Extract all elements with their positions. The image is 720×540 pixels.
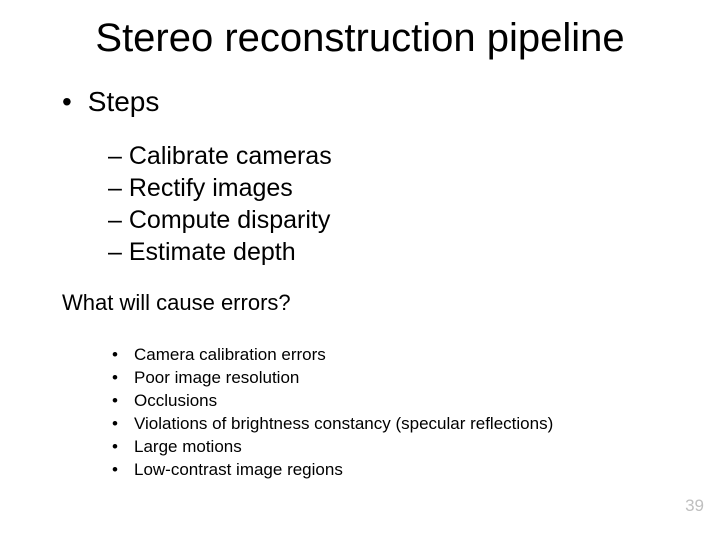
list-item: •Low-contrast image regions: [112, 459, 553, 482]
error-text: Low-contrast image regions: [134, 460, 343, 479]
error-text: Poor image resolution: [134, 368, 299, 387]
bullet-dot-icon: •: [112, 459, 134, 482]
list-item: •Violations of brightness constancy (spe…: [112, 413, 553, 436]
step-text: Calibrate cameras: [129, 142, 332, 170]
bullet-dot-icon: •: [112, 367, 134, 390]
bullet-dot-icon: •: [112, 413, 134, 436]
error-text: Violations of brightness constancy (spec…: [134, 414, 553, 433]
step-text: Compute disparity: [129, 206, 330, 234]
bullet-dot-icon: •: [112, 390, 134, 413]
steps-heading-text: Steps: [88, 86, 160, 117]
dash-icon: –: [108, 142, 129, 170]
step-text: Rectify images: [129, 174, 293, 202]
steps-heading: • Steps: [62, 86, 159, 118]
errors-list: •Camera calibration errors •Poor image r…: [112, 344, 553, 482]
list-item: •Occlusions: [112, 390, 553, 413]
step-text: Estimate depth: [129, 238, 296, 266]
list-item: •Large motions: [112, 436, 553, 459]
dash-icon: –: [108, 238, 129, 266]
errors-question: What will cause errors?: [62, 290, 291, 316]
list-item: – Calibrate cameras: [108, 140, 332, 172]
error-text: Occlusions: [134, 391, 217, 410]
error-text: Large motions: [134, 437, 242, 456]
dash-icon: –: [108, 206, 129, 234]
list-item: – Estimate depth: [108, 236, 332, 268]
bullet-dot-icon: •: [112, 436, 134, 459]
bullet-dot-icon: •: [62, 86, 80, 118]
list-item: •Camera calibration errors: [112, 344, 553, 367]
dash-icon: –: [108, 174, 129, 202]
page-number: 39: [685, 496, 704, 516]
error-text: Camera calibration errors: [134, 345, 326, 364]
list-item: – Rectify images: [108, 172, 332, 204]
bullet-dot-icon: •: [112, 344, 134, 367]
list-item: •Poor image resolution: [112, 367, 553, 390]
slide-title: Stereo reconstruction pipeline: [0, 16, 720, 61]
slide: Stereo reconstruction pipeline • Steps –…: [0, 0, 720, 540]
list-item: – Compute disparity: [108, 204, 332, 236]
steps-list: – Calibrate cameras – Rectify images – C…: [108, 140, 332, 268]
